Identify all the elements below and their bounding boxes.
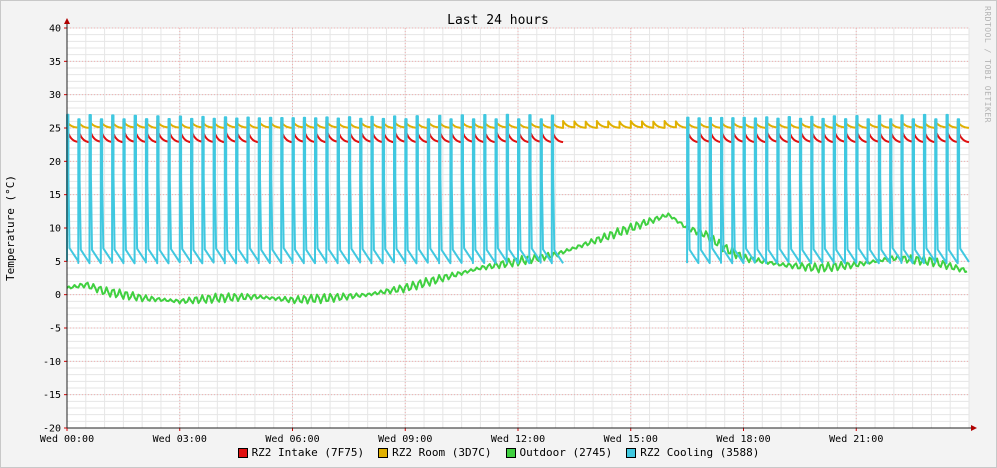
y-tick-label: 30: [49, 90, 61, 101]
y-tick-label: -10: [43, 357, 61, 368]
y-axis-arrow: [64, 18, 70, 24]
legend-swatch: [237, 447, 248, 458]
y-tick-label: 25: [49, 124, 61, 135]
legend-label: Outdoor (2745): [519, 446, 613, 459]
chart-title: Last 24 hours: [447, 13, 549, 28]
y-tick-label: 40: [49, 24, 61, 35]
legend-swatch: [505, 447, 516, 458]
y-tick-label: -20: [43, 424, 61, 435]
x-tick-label: Wed 06:00: [265, 434, 319, 445]
x-tick-label: Wed 00:00: [40, 434, 94, 445]
legend-item-rz2-intake-7f75: RZ2 Intake (7F75): [237, 446, 365, 459]
legend-item-rz2-cooling-3588: RZ2 Cooling (3588): [626, 446, 759, 459]
legend-item-rz2-room-3d7c: RZ2 Room (3D7C): [378, 446, 492, 459]
legend-label: RZ2 Intake (7F75): [251, 446, 365, 459]
y-tick-label: -15: [43, 390, 61, 401]
rrdtool-watermark: RRDTOOL / TOBI OETIKER: [983, 6, 992, 123]
x-tick-label: Wed 09:00: [378, 434, 432, 445]
axes: -20 -15 -10 -5 0 5 10 15 20 25 30 35 40 Wed 00:00 Wed …: [40, 18, 977, 445]
series-line-rz2-cooling-3588: [66, 113, 970, 265]
series-layer: [66, 113, 970, 305]
legend-label: RZ2 Room (3D7C): [392, 446, 492, 459]
legend-label: RZ2 Cooling (3588): [640, 446, 760, 459]
chart-svg: -20 -15 -10 -5 0 5 10 15 20 25 30 35 40 Wed 00:00 Wed …: [4, 6, 992, 445]
legend-item-outdoor-2745: Outdoor (2745): [505, 446, 613, 459]
x-axis-arrow: [971, 425, 977, 431]
y-tick-label: 0: [55, 290, 61, 301]
x-tick-label: Wed 15:00: [604, 434, 658, 445]
y-tick-label: -5: [49, 324, 61, 335]
y-tick-label: 15: [49, 190, 61, 201]
legend: RZ2 Intake (7F75) RZ2 Room (3D7C) Outdoor …: [0, 446, 997, 459]
y-tick-label: 20: [49, 157, 61, 168]
x-tick-label: Wed 12:00: [491, 434, 545, 445]
y-tick-label: 35: [49, 57, 61, 68]
x-tick-label: Wed 21:00: [829, 434, 883, 445]
legend-swatch: [626, 447, 637, 458]
y-tick-label: 10: [49, 224, 61, 235]
legend-swatch: [378, 447, 389, 458]
y-tick-label: 5: [55, 257, 61, 268]
x-tick-label: Wed 18:00: [716, 434, 770, 445]
x-tick-label: Wed 03:00: [153, 434, 207, 445]
y-axis-label: Temperature (°C): [4, 175, 17, 281]
